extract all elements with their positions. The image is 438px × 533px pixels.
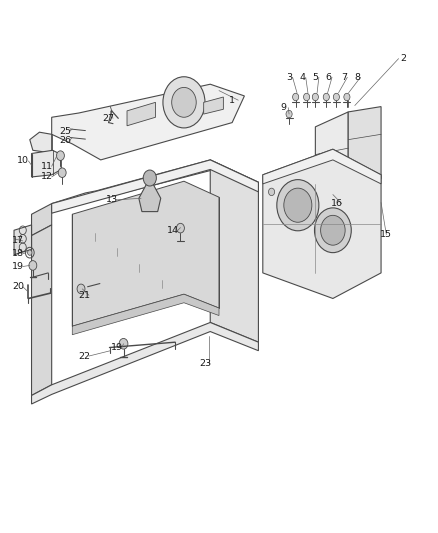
Circle shape [293, 93, 299, 101]
Text: 13: 13 [106, 196, 118, 204]
Polygon shape [14, 225, 32, 255]
Text: 22: 22 [78, 352, 91, 360]
Text: 5: 5 [312, 73, 318, 82]
Polygon shape [52, 84, 244, 160]
Text: 25: 25 [59, 127, 71, 136]
Text: 20: 20 [12, 282, 25, 291]
Circle shape [29, 261, 37, 270]
Text: 18: 18 [12, 249, 25, 258]
Circle shape [314, 208, 351, 253]
Polygon shape [72, 181, 219, 326]
Circle shape [58, 168, 66, 177]
Polygon shape [30, 132, 52, 153]
Text: 2: 2 [400, 54, 406, 63]
Circle shape [143, 170, 156, 186]
Text: 4: 4 [299, 73, 305, 82]
Circle shape [77, 284, 85, 294]
Text: 1: 1 [229, 96, 235, 104]
Polygon shape [263, 149, 381, 298]
Text: 15: 15 [380, 230, 392, 239]
Text: 10: 10 [17, 157, 29, 165]
Text: 14: 14 [167, 227, 179, 235]
Circle shape [28, 250, 32, 255]
Polygon shape [32, 322, 258, 404]
Text: 11: 11 [41, 162, 53, 171]
Circle shape [268, 188, 275, 196]
Text: 16: 16 [331, 199, 343, 208]
Text: 3: 3 [286, 73, 292, 82]
Text: 6: 6 [325, 73, 332, 82]
Text: 26: 26 [59, 136, 71, 145]
Circle shape [304, 93, 310, 101]
Circle shape [312, 93, 318, 101]
Text: 7: 7 [341, 73, 347, 82]
Text: 8: 8 [354, 73, 360, 82]
Circle shape [323, 93, 329, 101]
Circle shape [277, 180, 319, 231]
Polygon shape [32, 225, 52, 395]
Text: 27: 27 [102, 114, 115, 123]
Circle shape [57, 151, 64, 160]
Polygon shape [32, 150, 61, 177]
Polygon shape [52, 160, 258, 213]
Circle shape [284, 188, 312, 222]
Circle shape [163, 77, 205, 128]
Polygon shape [72, 294, 219, 335]
Circle shape [172, 87, 196, 117]
Polygon shape [204, 97, 223, 114]
Text: 19: 19 [12, 262, 25, 271]
Text: 21: 21 [78, 291, 91, 300]
Text: 17: 17 [12, 237, 25, 245]
Circle shape [177, 223, 184, 233]
Polygon shape [263, 149, 381, 184]
Text: 12: 12 [41, 173, 53, 181]
Text: 19: 19 [111, 343, 124, 352]
Polygon shape [32, 204, 52, 236]
Circle shape [286, 110, 292, 118]
Polygon shape [127, 102, 155, 126]
Polygon shape [210, 160, 258, 342]
Text: 9: 9 [281, 103, 287, 112]
Polygon shape [315, 112, 348, 196]
Polygon shape [52, 160, 258, 212]
Circle shape [344, 93, 350, 101]
Polygon shape [139, 178, 161, 212]
Text: 23: 23 [199, 359, 211, 368]
Polygon shape [348, 107, 381, 181]
Circle shape [321, 215, 345, 245]
Circle shape [119, 338, 128, 349]
Circle shape [333, 93, 339, 101]
